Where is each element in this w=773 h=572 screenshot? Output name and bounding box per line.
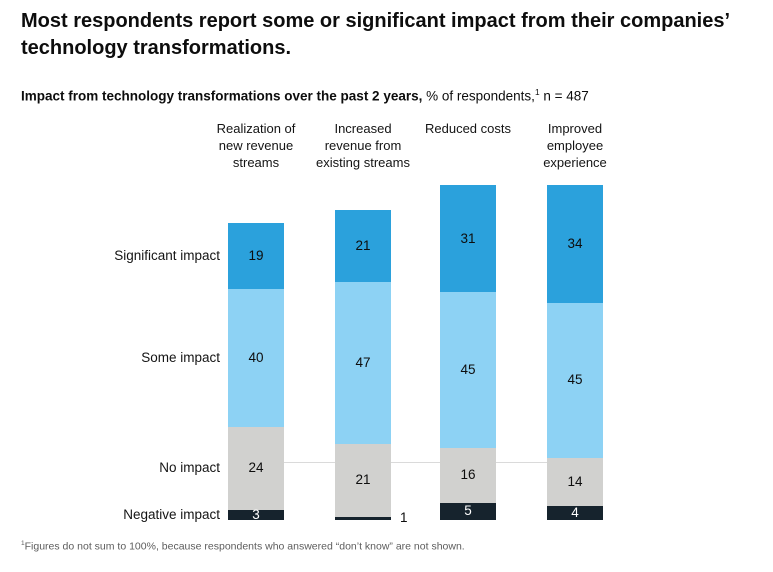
bar-segment	[547, 302, 603, 458]
category-label: Realization of new revenue streams	[216, 121, 296, 171]
chart-subtitle-unit: % of respondents,	[422, 88, 535, 104]
series-label: Significant impact	[114, 248, 220, 264]
value-label: 45	[567, 372, 583, 388]
value-label: 21	[355, 472, 371, 488]
value-label: 5	[464, 503, 472, 519]
bar-segment	[440, 292, 496, 448]
value-label: 1	[400, 510, 408, 526]
bar-segment	[228, 426, 284, 510]
bar-segment	[440, 502, 496, 520]
chart-subtitle-sample-size: n = 487	[539, 88, 589, 104]
bar-segment	[547, 457, 603, 507]
bar-segment	[228, 509, 284, 520]
bar-segment	[335, 444, 391, 517]
footnote: 1Figures do not sum to 100%, because res…	[21, 540, 761, 553]
value-label: 40	[248, 349, 264, 365]
bar-segment	[335, 516, 391, 520]
series-label: Negative impact	[123, 506, 220, 522]
bar-segment	[335, 209, 391, 282]
category-label: Improved employee experience	[543, 121, 607, 171]
bar-segment	[547, 185, 603, 303]
connector-line	[228, 462, 603, 463]
bar-segment	[228, 223, 284, 289]
value-label: 4	[571, 505, 579, 521]
exhibit-title: Most respondents report some or signific…	[21, 10, 729, 59]
bar-segment	[440, 447, 496, 503]
series-label: No impact	[159, 460, 220, 476]
footnote-marker: 1	[21, 540, 25, 547]
category-label: Reduced costs	[425, 121, 511, 136]
value-label: 34	[567, 236, 583, 251]
value-label: 16	[460, 467, 476, 483]
value-label: 31	[460, 230, 476, 246]
chart-subtitle: Impact from technology transformations o…	[21, 87, 761, 104]
series-label: Some impact	[141, 349, 220, 365]
category-label: Increased revenue from existing streams	[316, 121, 410, 171]
bar-segment	[440, 185, 496, 293]
value-label: 47	[355, 355, 371, 371]
chart-subtitle-bold: Impact from technology transformations o…	[21, 88, 423, 104]
value-label: 14	[567, 474, 583, 490]
footnote-text: Figures do not sum to 100%, because resp…	[24, 540, 465, 553]
value-label: 21	[355, 237, 371, 253]
bar-segment	[335, 281, 391, 445]
bar-segment	[228, 288, 284, 427]
value-label: 24	[248, 460, 264, 476]
value-label: 19	[248, 248, 264, 264]
value-label: 45	[460, 361, 476, 377]
bar-segment	[547, 506, 603, 520]
subtitle-footnote-marker: 1	[534, 87, 540, 97]
value-label: 3	[252, 506, 260, 522]
